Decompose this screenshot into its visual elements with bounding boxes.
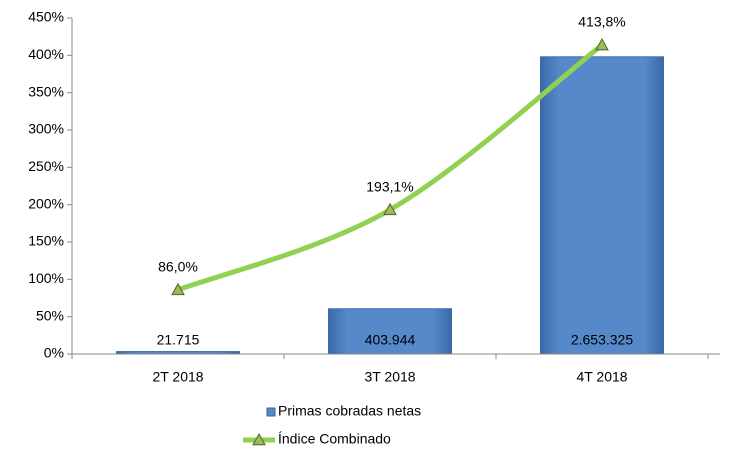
- x-tick-label: 2T 2018: [152, 369, 203, 385]
- line-value-label: 413,8%: [578, 14, 625, 30]
- legend-label: Índice Combinado: [278, 431, 391, 447]
- legend-swatch: [266, 407, 276, 417]
- legend-label: Primas cobradas netas: [278, 403, 421, 419]
- line-marker: [383, 202, 397, 216]
- bar-value-label: 21.715: [157, 332, 200, 348]
- y-tick-label: 50%: [36, 307, 64, 323]
- bar-value-label: 403.944: [365, 332, 416, 348]
- line-marker: [595, 37, 609, 51]
- bar: [328, 308, 452, 355]
- legend-marker: [252, 432, 266, 446]
- x-tick-label: 4T 2018: [576, 369, 627, 385]
- x-tick-label: 3T 2018: [364, 369, 415, 385]
- y-tick-label: 400%: [28, 46, 64, 62]
- y-tick-label: 150%: [28, 233, 64, 249]
- y-tick-label: 350%: [28, 83, 64, 99]
- y-tick-label: 300%: [28, 121, 64, 137]
- line-value-label: 193,1%: [366, 179, 413, 195]
- bar-value-label: 2.653.325: [571, 332, 633, 348]
- line-value-label: 86,0%: [158, 258, 198, 274]
- y-tick-label: 200%: [28, 195, 64, 211]
- y-tick-label: 100%: [28, 270, 64, 286]
- bar: [540, 56, 664, 355]
- y-tick-label: 0%: [44, 345, 64, 361]
- line-marker: [171, 282, 185, 296]
- line: [175, 42, 605, 293]
- y-tick-label: 250%: [28, 158, 64, 174]
- y-tick-label: 450%: [28, 9, 64, 25]
